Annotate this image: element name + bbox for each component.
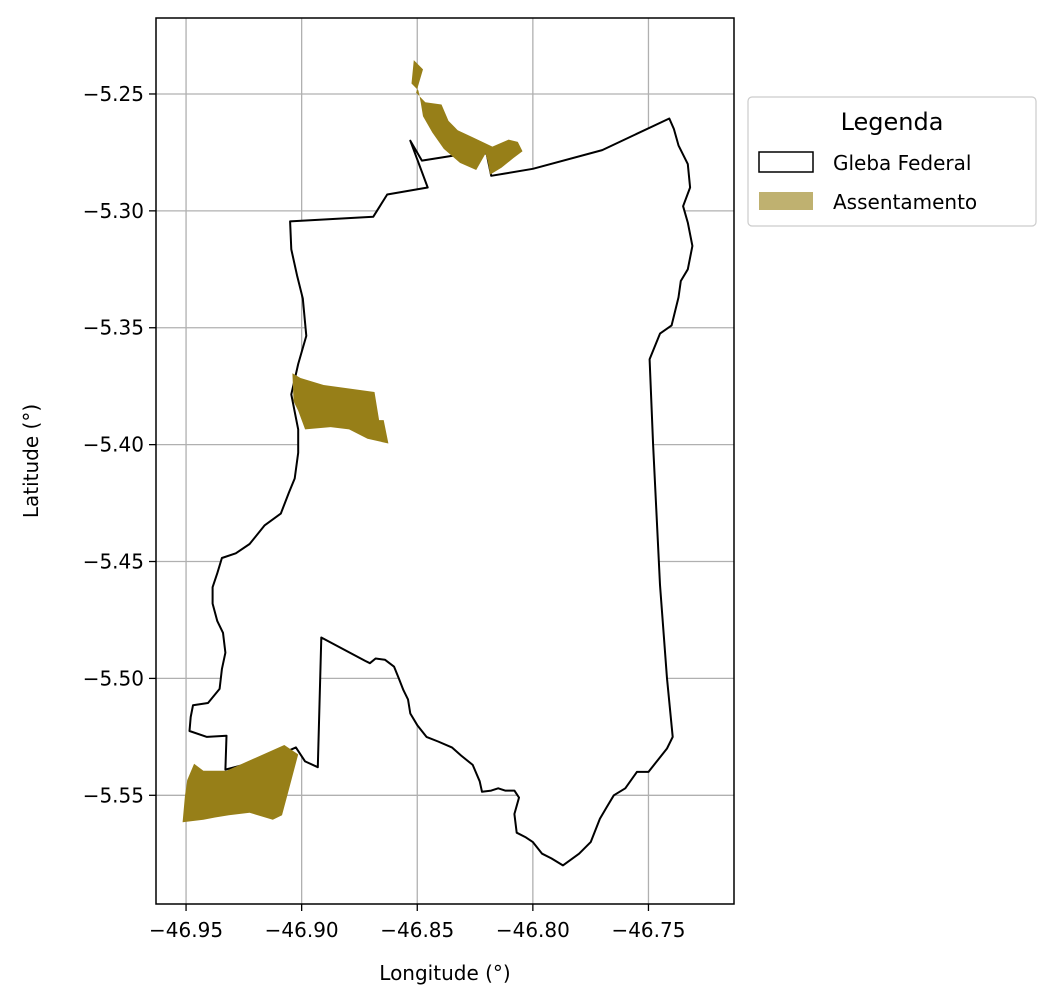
x-tick-label: −46.85 [380, 918, 454, 942]
y-tick-label: −5.25 [83, 82, 144, 106]
legend-swatch-assentamento [759, 192, 813, 210]
gleba-federal-polygon [188, 117, 694, 867]
legend-label-assentamento: Assentamento [833, 190, 977, 214]
legend-label-gleba-federal: Gleba Federal [833, 151, 971, 175]
x-axis-ticks: −46.95 −46.90 −46.85 −46.80 −46.75 [149, 904, 685, 942]
y-tick-label: −5.40 [83, 433, 144, 457]
legend-swatch-gleba-federal [758, 151, 814, 173]
x-tick-label: −46.80 [496, 918, 570, 942]
assentamento-polygon [182, 745, 299, 823]
y-tick-label: −5.50 [83, 666, 144, 690]
gleba-federal-layer [188, 117, 694, 867]
assentamento-layer [182, 60, 523, 823]
y-tick-label: −5.30 [83, 199, 144, 223]
assentamento-polygon [292, 373, 389, 444]
assentamento-polygon [411, 60, 523, 175]
x-tick-label: −46.90 [265, 918, 339, 942]
x-tick-label: −46.75 [611, 918, 685, 942]
y-tick-label: −5.55 [83, 783, 144, 807]
legend: Legenda Gleba Federal Assentamento [747, 96, 1037, 227]
y-tick-label: −5.45 [83, 550, 144, 574]
axes-frame [155, 17, 735, 905]
y-axis-ticks: −5.25 −5.30 −5.35 −5.40 −5.45 −5.50 −5.55 [83, 82, 156, 807]
legend-title: Legenda [841, 108, 944, 136]
y-axis-label: Latitude (°) [19, 404, 43, 518]
x-tick-label: −46.95 [149, 918, 223, 942]
y-tick-label: −5.35 [83, 316, 144, 340]
x-axis-label: Longitude (°) [379, 961, 510, 985]
legend-box [747, 96, 1037, 227]
